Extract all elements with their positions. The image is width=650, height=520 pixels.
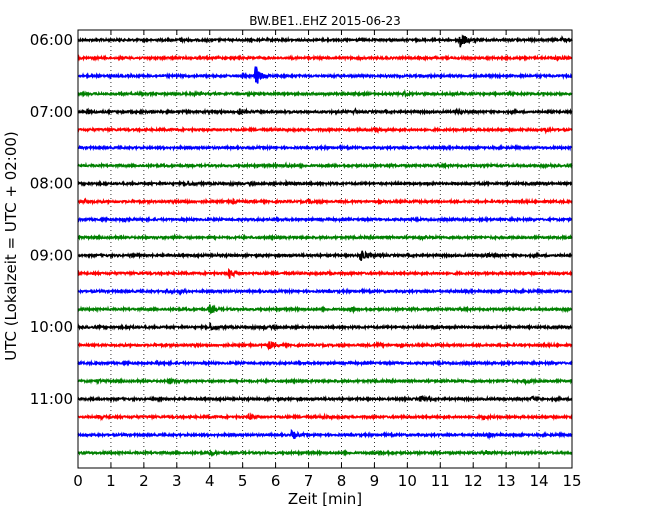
chart-title: BW.BE1..EHZ 2015-06-23	[249, 14, 401, 28]
seismogram-trace	[77, 161, 573, 170]
seismogram-trace	[77, 267, 573, 279]
y-tick-label: 11:00	[30, 390, 73, 408]
seismogram-trace	[77, 304, 573, 315]
seismogram-trace	[77, 197, 573, 206]
x-axis-label: Zeit [min]	[288, 490, 362, 508]
traces	[77, 34, 573, 458]
plot-frame	[77, 29, 573, 469]
seismogram-trace	[77, 215, 573, 224]
seismogram-trace	[77, 34, 573, 48]
seismogram-trace	[77, 359, 573, 368]
x-tick-label: 13	[497, 472, 516, 490]
y-tick-label: 08:00	[30, 175, 73, 193]
seismogram-trace	[77, 376, 573, 386]
x-tick-label: 4	[205, 472, 215, 490]
seismogram-trace	[77, 287, 573, 296]
x-tick-label: 6	[271, 472, 281, 490]
x-tick-label: 15	[562, 472, 581, 490]
x-tick-label: 10	[398, 472, 417, 490]
x-tick-label: 11	[431, 472, 450, 490]
x-tick-label: 7	[304, 472, 314, 490]
seismogram-trace	[77, 88, 573, 98]
x-tick-label: 14	[530, 472, 549, 490]
x-tick-label: 2	[139, 472, 149, 490]
y-tick-label: 10:00	[30, 318, 73, 336]
seismogram-trace	[77, 250, 573, 261]
seismogram-trace	[77, 233, 573, 242]
seismogram-trace	[77, 107, 573, 117]
x-tick-label: 1	[106, 472, 116, 490]
x-tick-label: 12	[464, 472, 483, 490]
seismogram-trace	[77, 428, 573, 441]
seismogram-trace	[77, 340, 573, 351]
y-axis-label: UTC (Lokalzeit = UTC + 02:00)	[2, 131, 20, 361]
x-tick-label: 8	[337, 472, 347, 490]
seismogram-trace	[77, 394, 573, 403]
x-axis-ticks: 0 1 2 3 4 5 6 7 8 9 10 11 12 13 14 15	[73, 30, 582, 490]
seismogram-trace	[77, 412, 573, 422]
x-tick-label: 3	[172, 472, 182, 490]
y-axis-ticks: 06:00 07:00 08:00 09:00 10:00 11:00	[30, 31, 572, 408]
seismogram-trace	[77, 125, 573, 135]
seismogram-trace	[77, 322, 573, 332]
x-tick-label: 5	[238, 472, 248, 490]
y-tick-label: 09:00	[30, 246, 73, 264]
seismogram-trace	[77, 178, 573, 188]
seismogram-trace	[77, 143, 573, 152]
x-tick-label: 0	[73, 472, 83, 490]
seismogram-trace	[77, 448, 573, 458]
y-tick-label: 07:00	[30, 103, 73, 121]
y-tick-label: 06:00	[30, 31, 73, 49]
x-tick-label: 9	[370, 472, 380, 490]
seismogram-trace	[77, 66, 573, 84]
seismogram-trace	[77, 53, 573, 62]
